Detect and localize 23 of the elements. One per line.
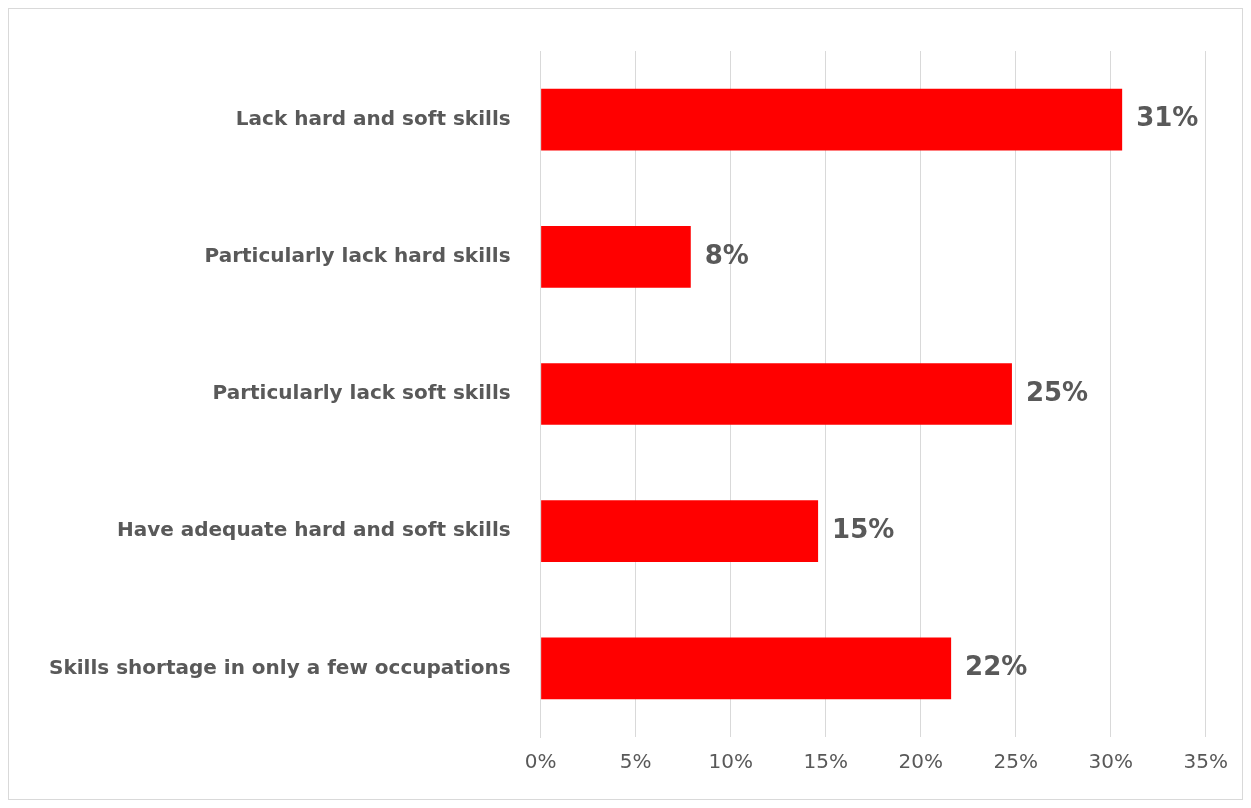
x-tick-label: 5% xyxy=(619,749,652,774)
data-label: 31% xyxy=(1136,102,1199,133)
x-tick-label: 30% xyxy=(1088,749,1133,774)
data-label: 8% xyxy=(704,239,749,270)
bar xyxy=(541,363,1012,425)
y-tick-label: Particularly lack hard skills xyxy=(204,243,511,267)
x-tick-label: 20% xyxy=(898,749,943,774)
y-tick-label: Have adequate hard and soft skills xyxy=(116,517,511,542)
x-tick-label: 10% xyxy=(708,749,753,774)
x-tick-label: 25% xyxy=(993,749,1038,774)
x-tick-label: 15% xyxy=(803,749,848,774)
bar xyxy=(541,225,691,288)
bar xyxy=(541,637,952,700)
x-tick-label: 35% xyxy=(1183,749,1228,774)
y-tick-label: Lack hard and soft skills xyxy=(235,105,511,130)
data-label: 25% xyxy=(1025,376,1089,407)
y-tick-label: Skills shortage in only a few occupations xyxy=(49,654,511,679)
data-label: 15% xyxy=(832,513,895,544)
bar xyxy=(541,500,819,563)
x-tick-label: 0% xyxy=(524,749,557,774)
bar xyxy=(541,88,1123,151)
y-tick-label: Particularly lack soft skills xyxy=(212,380,511,405)
data-label: 22% xyxy=(965,651,1028,682)
